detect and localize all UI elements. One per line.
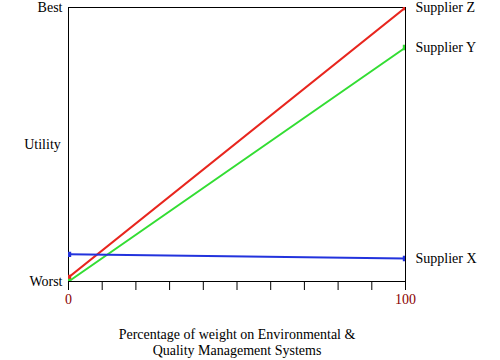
svg-text:0: 0 [65,292,72,307]
svg-text:Supplier Y: Supplier Y [416,40,477,55]
svg-text:Utility: Utility [24,137,61,152]
svg-text:Best: Best [38,0,63,15]
svg-text:Supplier X: Supplier X [416,251,477,266]
svg-text:Percentage of weight on Enviro: Percentage of weight on Environmental &Q… [119,327,356,358]
svg-text:100: 100 [395,292,416,307]
svg-text:Worst: Worst [29,274,62,289]
svg-text:Supplier Z: Supplier Z [416,0,476,15]
